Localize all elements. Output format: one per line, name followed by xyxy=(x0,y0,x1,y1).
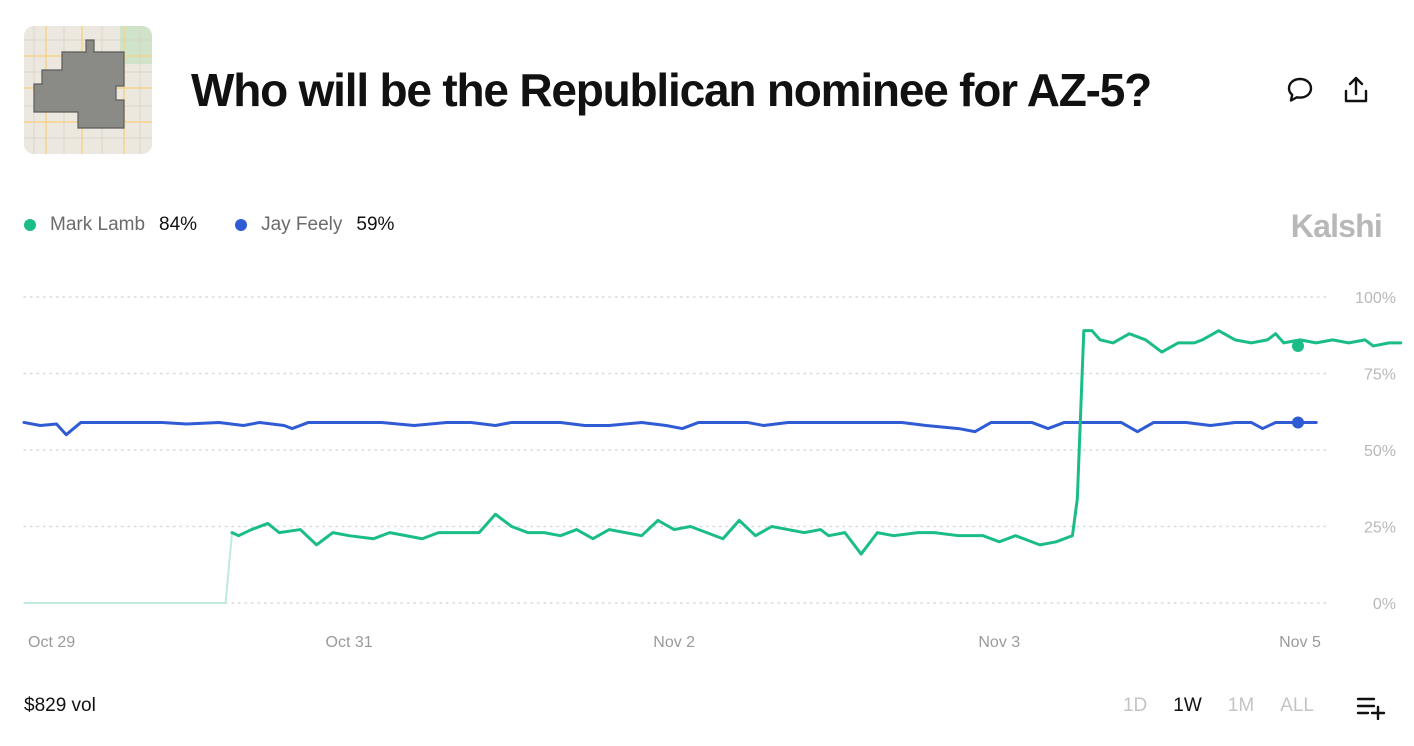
chart-series xyxy=(22,329,1403,604)
range-1m[interactable]: 1M xyxy=(1227,695,1255,716)
legend-label: Jay Feely xyxy=(261,214,343,235)
share-button[interactable] xyxy=(1340,74,1372,106)
y-tick-label: 0% xyxy=(1373,596,1396,613)
legend-value: 59% xyxy=(356,214,395,235)
x-tick-label: Nov 5 xyxy=(1279,634,1321,651)
range-1d[interactable]: 1D xyxy=(1122,695,1148,716)
legend-item-mark-lamb[interactable]: Mark Lamb 84% xyxy=(24,212,197,238)
y-tick-label: 25% xyxy=(1364,520,1396,537)
map-thumbnail-graphic xyxy=(24,26,152,154)
list-add-button[interactable] xyxy=(1356,694,1386,720)
district-map-thumbnail xyxy=(24,26,152,154)
chart-legend: Mark Lamb 84% Jay Feely 59% xyxy=(24,212,432,238)
legend-dot-mark-lamb xyxy=(24,219,36,231)
legend-dot-jay-feely xyxy=(235,219,248,231)
series-end-marker-mark-lamb xyxy=(1292,339,1304,352)
series-end-marker-jay-feely xyxy=(1292,416,1304,429)
x-tick-label: Oct 29 xyxy=(28,634,75,651)
list-add-icon xyxy=(1356,697,1386,720)
range-1w[interactable]: 1W xyxy=(1173,695,1202,716)
legend-value: 84% xyxy=(159,214,198,235)
chart-grid xyxy=(23,296,1329,604)
share-icon xyxy=(1344,76,1368,103)
x-tick-label: Nov 3 xyxy=(978,634,1020,651)
range-all[interactable]: ALL xyxy=(1280,695,1314,716)
y-tick-label: 100% xyxy=(1355,290,1396,307)
kalshi-logo: Kalshi xyxy=(1290,208,1383,244)
time-range-selector: 1D 1W 1M ALL xyxy=(1097,694,1314,718)
x-tick-label: Nov 2 xyxy=(653,634,695,651)
legend-item-jay-feely[interactable]: Jay Feely 59% xyxy=(235,212,394,238)
y-tick-label: 75% xyxy=(1364,367,1396,384)
y-tick-label: 50% xyxy=(1364,443,1396,460)
price-chart[interactable]: 100% 75% 50% 25% 0% Oct 29 Oct 31 Nov 2 Nov 3 No… xyxy=(0,270,1414,660)
comment-button[interactable] xyxy=(1284,74,1316,106)
series-line-mark-lamb xyxy=(230,329,1403,556)
x-tick-label: Oct 31 xyxy=(326,634,373,651)
comment-icon xyxy=(1287,77,1313,102)
y-axis-ticks: 100% 75% 50% 25% 0% xyxy=(1355,290,1396,613)
series-line-mark-lamb-prelaunch xyxy=(24,532,234,604)
x-axis-ticks: Oct 29 Oct 31 Nov 2 Nov 3 Nov 5 xyxy=(28,634,1321,651)
page-title: Who will be the Republican nominee for A… xyxy=(191,64,1152,116)
legend-label: Mark Lamb xyxy=(50,214,146,235)
volume-label: $829 vol xyxy=(24,695,96,716)
series-line-jay-feely xyxy=(22,420,1318,437)
